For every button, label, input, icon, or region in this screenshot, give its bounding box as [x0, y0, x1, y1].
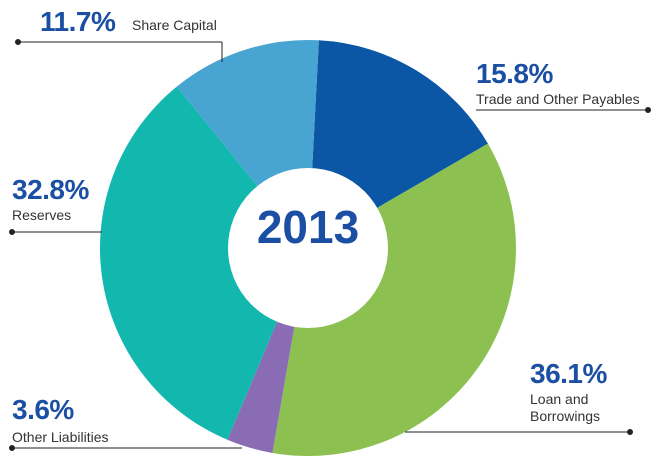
- category-label: Share Capital: [132, 17, 217, 33]
- leader-lines: [9, 39, 651, 451]
- category-label: Loan and Borrowings: [530, 391, 601, 424]
- leader-dot: [9, 445, 15, 451]
- category-label: Trade and Other Payables: [476, 91, 640, 107]
- leader-dot: [645, 107, 651, 113]
- center-label: 2013: [256, 201, 360, 253]
- leader-dot: [627, 429, 633, 435]
- leader-dot: [15, 39, 21, 45]
- value-label: 11.7%: [40, 6, 116, 37]
- donut-segment: [272, 143, 516, 456]
- category-label: Reserves: [12, 207, 72, 223]
- value-label: 3.6%: [12, 394, 74, 425]
- value-label: 36.1%: [530, 358, 607, 389]
- donut-hole: [228, 168, 388, 328]
- leader-dot: [9, 229, 15, 235]
- category-label: Other Liabilities: [12, 429, 109, 445]
- value-label: 15.8%: [476, 58, 553, 89]
- value-label: 32.8%: [12, 174, 89, 205]
- donut-segment: [99, 86, 308, 440]
